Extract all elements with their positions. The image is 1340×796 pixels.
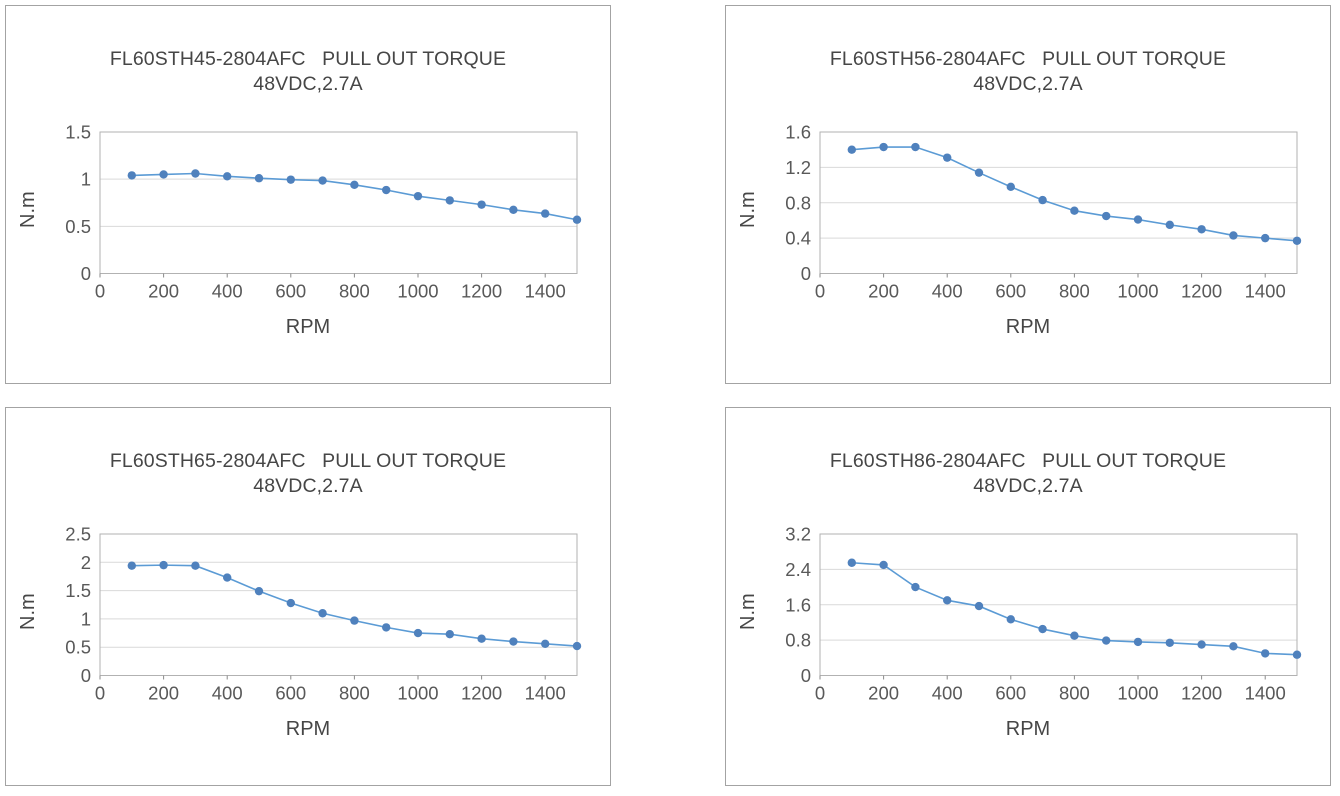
svg-text:1200: 1200 — [1181, 281, 1222, 302]
svg-text:2.4: 2.4 — [785, 559, 811, 580]
svg-text:0: 0 — [95, 281, 105, 302]
svg-text:1200: 1200 — [461, 683, 502, 704]
svg-text:1200: 1200 — [1181, 683, 1222, 704]
svg-text:200: 200 — [868, 281, 899, 302]
svg-text:1400: 1400 — [1245, 281, 1286, 302]
svg-text:600: 600 — [995, 281, 1026, 302]
svg-text:800: 800 — [1059, 281, 1090, 302]
svg-text:600: 600 — [995, 683, 1026, 704]
svg-text:800: 800 — [1059, 683, 1090, 704]
svg-text:0: 0 — [815, 683, 825, 704]
svg-text:0: 0 — [801, 665, 811, 686]
svg-text:1.5: 1.5 — [65, 122, 91, 143]
svg-text:200: 200 — [868, 683, 899, 704]
svg-text:1400: 1400 — [525, 683, 566, 704]
svg-text:0: 0 — [81, 665, 91, 686]
svg-text:800: 800 — [339, 281, 370, 302]
svg-text:2: 2 — [81, 552, 91, 573]
svg-text:1000: 1000 — [397, 281, 438, 302]
svg-text:1000: 1000 — [1117, 281, 1158, 302]
svg-text:2.5: 2.5 — [65, 524, 91, 545]
svg-text:0: 0 — [81, 263, 91, 284]
svg-text:0: 0 — [95, 683, 105, 704]
svg-text:400: 400 — [932, 281, 963, 302]
svg-text:400: 400 — [212, 683, 243, 704]
svg-text:200: 200 — [148, 683, 179, 704]
svg-text:1000: 1000 — [1117, 683, 1158, 704]
svg-text:600: 600 — [275, 683, 306, 704]
svg-text:1400: 1400 — [1245, 683, 1286, 704]
svg-text:800: 800 — [339, 683, 370, 704]
svg-text:1400: 1400 — [525, 281, 566, 302]
svg-text:0.8: 0.8 — [785, 630, 811, 651]
svg-text:0: 0 — [815, 281, 825, 302]
svg-text:0.4: 0.4 — [785, 228, 811, 249]
svg-text:400: 400 — [212, 281, 243, 302]
svg-text:0: 0 — [801, 263, 811, 284]
svg-text:1: 1 — [81, 169, 91, 190]
svg-text:0.8: 0.8 — [785, 192, 811, 213]
svg-text:200: 200 — [148, 281, 179, 302]
svg-text:0.5: 0.5 — [65, 216, 91, 237]
svg-text:1.5: 1.5 — [65, 580, 91, 601]
svg-text:1.6: 1.6 — [785, 122, 811, 143]
svg-text:3.2: 3.2 — [785, 524, 811, 545]
svg-text:1000: 1000 — [397, 683, 438, 704]
svg-text:0.5: 0.5 — [65, 637, 91, 658]
svg-text:1.6: 1.6 — [785, 594, 811, 615]
svg-text:1200: 1200 — [461, 281, 502, 302]
svg-text:1: 1 — [81, 608, 91, 629]
svg-text:1.2: 1.2 — [785, 157, 811, 178]
svg-text:400: 400 — [932, 683, 963, 704]
svg-text:600: 600 — [275, 281, 306, 302]
